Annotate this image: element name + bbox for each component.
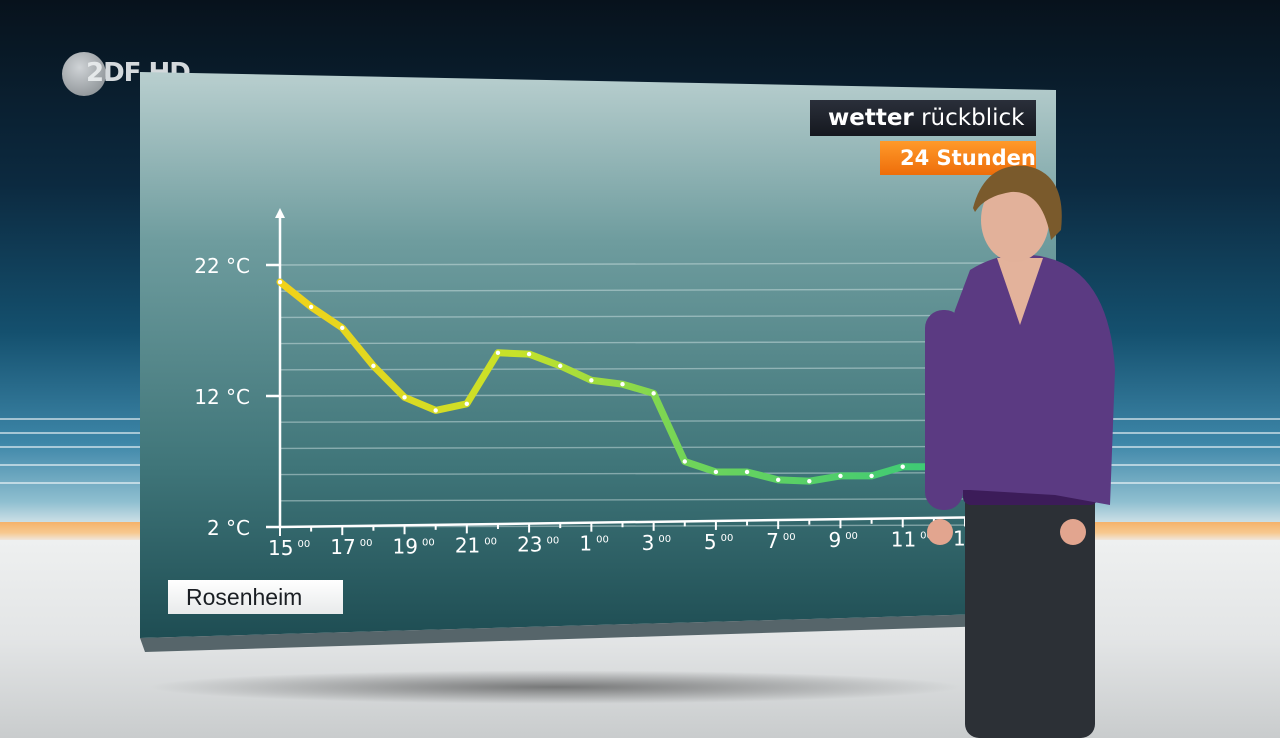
presenter-hand-right: [1060, 519, 1086, 545]
x-tick-label-minutes: 00: [658, 534, 671, 545]
data-point: [433, 408, 438, 413]
x-axis: [279, 515, 1001, 529]
data-point: [495, 350, 501, 355]
presenter-arm: [925, 310, 963, 510]
grid-line: [279, 445, 1001, 450]
board-shadow: [145, 670, 965, 704]
data-point: [682, 459, 687, 464]
y-tick-label: 22 °C: [194, 254, 250, 278]
chart-axes: [266, 208, 1001, 536]
x-tick-label-minutes: 00: [596, 535, 609, 546]
data-point: [900, 464, 905, 469]
data-point: [402, 395, 407, 400]
presenter-jacket: [934, 254, 1115, 505]
grid-line: [279, 367, 1001, 371]
grid-line: [279, 498, 1001, 502]
y-tick-labels: 22 °C 12 °C 2 °C: [194, 254, 250, 540]
y-tick-label: 12 °C: [194, 385, 250, 409]
data-point: [744, 469, 750, 475]
data-point: [340, 325, 345, 331]
y-tick-label: 2 °C: [207, 516, 250, 540]
data-point: [464, 401, 470, 407]
presenter-figure: [925, 165, 1115, 738]
presenter-collar: [997, 258, 1043, 325]
program-badge: wetter rückblick: [810, 100, 1036, 136]
logo-disc: [62, 52, 106, 96]
x-tick-label-minutes: 00: [547, 536, 560, 547]
x-tick-label-minutes: 00: [783, 532, 796, 543]
grid-line: [279, 314, 1001, 319]
program-badge-bold: wetter: [828, 105, 914, 131]
y-axis-arrow: [275, 208, 285, 218]
board-panel: [140, 72, 1056, 638]
data-point: [651, 391, 656, 396]
presenter-hair: [973, 165, 1062, 240]
program-badge-regular: rückblick: [921, 105, 1025, 131]
grid-line: [279, 262, 1001, 266]
grid-line: [279, 419, 1001, 423]
x-tick-label-minutes: 00: [721, 533, 734, 544]
x-tick-label-minutes: 00: [360, 538, 373, 549]
data-point: [308, 304, 314, 310]
data-point: [775, 477, 781, 483]
data-point: [620, 382, 625, 387]
data-point: [526, 351, 532, 357]
board-edge: [140, 612, 1056, 652]
presenter-hand: [927, 519, 953, 545]
data-point: [277, 279, 283, 285]
grid-line: [279, 340, 1001, 345]
x-tick-label-minutes: 00: [422, 537, 435, 548]
presenter-face: [981, 178, 1049, 262]
presenter-legs: [965, 490, 1095, 738]
location-label: Rosenheim: [168, 580, 343, 614]
x-tick-label-minutes: 00: [297, 539, 310, 550]
data-point: [807, 478, 812, 484]
data-point: [589, 378, 594, 383]
grid-line: [279, 524, 1001, 528]
x-tick-label-minutes: 00: [845, 531, 858, 542]
data-point: [869, 473, 874, 479]
data-point: [371, 363, 376, 369]
data-point: [838, 473, 843, 479]
data-point: [713, 469, 719, 475]
data-point: [558, 363, 563, 369]
x-tick-label-minutes: 00: [484, 536, 497, 547]
grid-line: [279, 288, 1001, 292]
x-tick-label-minutes: 00: [920, 530, 933, 541]
period-badge: 24 Stunden: [880, 141, 1036, 175]
